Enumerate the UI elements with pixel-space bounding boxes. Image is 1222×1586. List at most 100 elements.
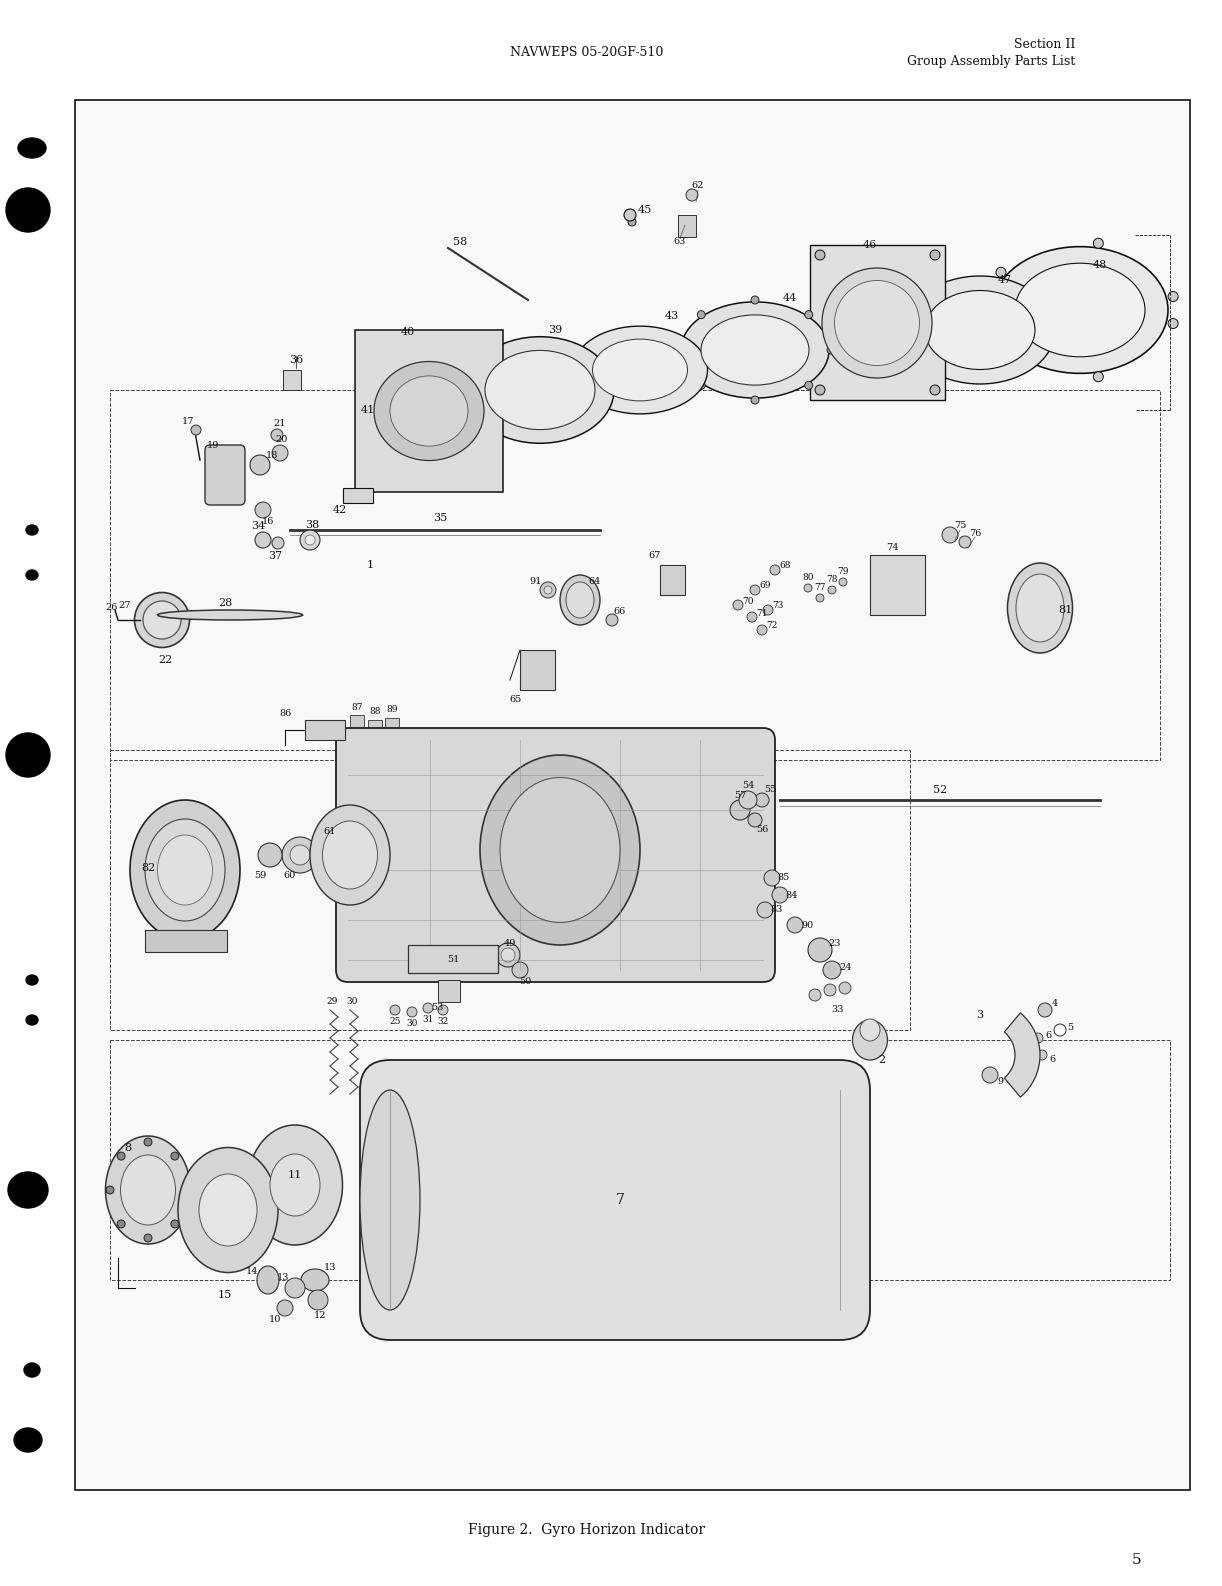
Text: 61: 61 (324, 828, 336, 836)
Bar (343, 488, 373, 503)
Circle shape (1041, 628, 1050, 636)
Text: 40: 40 (401, 327, 415, 336)
Circle shape (165, 887, 174, 895)
Text: 41: 41 (360, 404, 375, 416)
Text: 34: 34 (251, 520, 265, 531)
Circle shape (752, 297, 759, 305)
Text: 60: 60 (284, 871, 296, 880)
Bar (349, 715, 364, 733)
Circle shape (567, 596, 573, 603)
Text: 45: 45 (638, 205, 653, 216)
Text: 52: 52 (932, 785, 947, 795)
Circle shape (512, 963, 528, 979)
Text: 6: 6 (1045, 1031, 1051, 1040)
Circle shape (325, 1212, 332, 1220)
Text: 76: 76 (969, 528, 981, 538)
FancyBboxPatch shape (360, 1059, 870, 1340)
Text: 33: 33 (832, 1006, 844, 1015)
Ellipse shape (593, 339, 688, 401)
Ellipse shape (701, 316, 809, 385)
Bar (145, 929, 227, 952)
Circle shape (181, 895, 189, 902)
Circle shape (805, 311, 813, 319)
Text: Group Assembly Parts List: Group Assembly Parts List (907, 56, 1075, 68)
Circle shape (285, 1278, 306, 1297)
Text: 4: 4 (1052, 999, 1058, 1007)
Text: Figure 2.  Gyro Horizon Indicator: Figure 2. Gyro Horizon Indicator (468, 1523, 705, 1537)
Circle shape (279, 1131, 286, 1140)
Ellipse shape (134, 593, 189, 647)
Ellipse shape (158, 834, 213, 906)
Circle shape (809, 990, 821, 1001)
Circle shape (763, 604, 774, 615)
Circle shape (325, 1150, 332, 1158)
Bar (110, 1040, 1169, 1280)
Ellipse shape (9, 1172, 48, 1209)
Text: 48: 48 (1092, 260, 1107, 270)
Text: 69: 69 (759, 582, 771, 590)
Ellipse shape (466, 336, 613, 442)
Text: 21: 21 (274, 419, 286, 428)
Text: 16: 16 (262, 517, 274, 527)
Text: 29: 29 (326, 998, 337, 1007)
Text: 25: 25 (390, 1018, 401, 1026)
Ellipse shape (270, 1155, 320, 1216)
Circle shape (259, 1174, 268, 1182)
Text: 43: 43 (665, 311, 679, 320)
Ellipse shape (681, 301, 829, 398)
Circle shape (930, 385, 940, 395)
Circle shape (540, 582, 556, 598)
Text: 15: 15 (218, 1289, 232, 1301)
Circle shape (996, 343, 1006, 352)
Ellipse shape (199, 1174, 257, 1247)
Text: 79: 79 (837, 568, 849, 576)
Circle shape (188, 1239, 197, 1247)
Text: 90: 90 (800, 920, 813, 929)
Ellipse shape (248, 1124, 342, 1245)
Circle shape (756, 625, 767, 634)
Circle shape (165, 628, 171, 633)
Circle shape (165, 847, 174, 855)
Text: 74: 74 (886, 544, 898, 552)
Ellipse shape (158, 611, 303, 620)
Circle shape (959, 536, 971, 549)
Text: 46: 46 (863, 239, 877, 251)
Text: 63: 63 (673, 238, 687, 246)
Text: 22: 22 (158, 655, 172, 665)
Circle shape (982, 1067, 998, 1083)
Circle shape (437, 1006, 448, 1015)
Ellipse shape (323, 822, 378, 890)
Circle shape (577, 584, 583, 588)
Circle shape (299, 530, 320, 550)
Text: 36: 36 (288, 355, 303, 365)
Text: 62: 62 (692, 181, 704, 189)
Ellipse shape (485, 351, 595, 430)
Ellipse shape (301, 1269, 329, 1291)
Circle shape (182, 1186, 189, 1194)
Text: 24: 24 (840, 964, 852, 972)
Circle shape (755, 793, 769, 807)
Circle shape (249, 1182, 257, 1190)
Circle shape (257, 1150, 265, 1158)
Circle shape (752, 396, 759, 404)
Circle shape (203, 866, 211, 874)
Text: 8: 8 (125, 1144, 132, 1153)
Text: 23: 23 (829, 939, 841, 947)
Ellipse shape (130, 799, 240, 940)
Text: 17: 17 (182, 417, 194, 427)
Ellipse shape (26, 1015, 38, 1025)
Text: 85: 85 (778, 874, 791, 882)
Text: 35: 35 (433, 512, 447, 523)
Ellipse shape (26, 975, 38, 985)
Text: 55: 55 (764, 785, 776, 795)
Circle shape (686, 189, 698, 201)
Ellipse shape (121, 1155, 176, 1224)
Circle shape (259, 1239, 268, 1247)
Circle shape (606, 614, 618, 626)
Ellipse shape (26, 525, 38, 534)
Circle shape (1037, 1002, 1052, 1017)
Text: Section II: Section II (1014, 38, 1075, 51)
Circle shape (423, 1002, 433, 1013)
Ellipse shape (257, 1266, 279, 1294)
Circle shape (210, 1153, 219, 1161)
